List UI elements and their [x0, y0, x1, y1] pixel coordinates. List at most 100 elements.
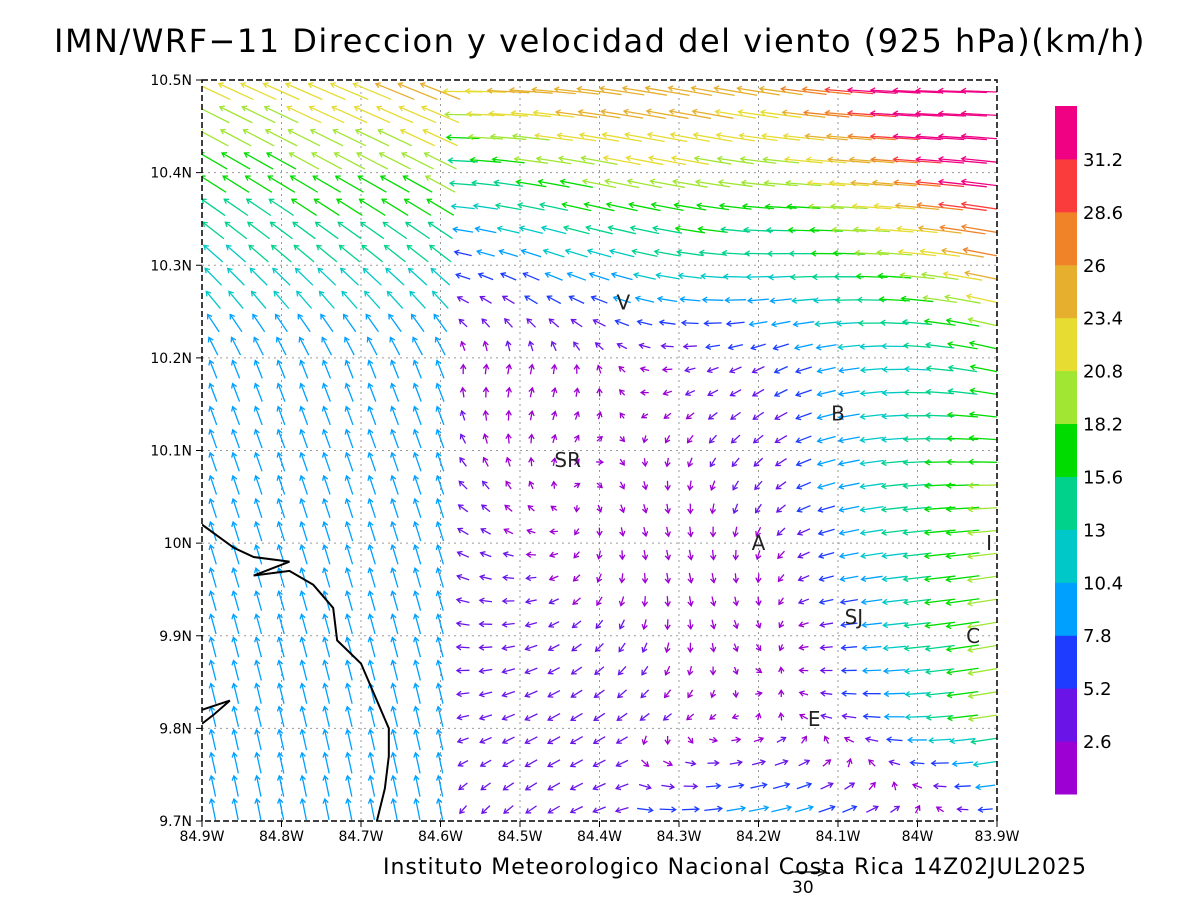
wind-vector-head [923, 318, 930, 325]
wind-vector-head [861, 644, 868, 652]
wind-vector-shaft [593, 759, 606, 767]
wind-vector [299, 405, 309, 426]
wind-vector-shaft [321, 337, 333, 356]
wind-vector-shaft [502, 759, 515, 767]
wind-vector-shaft [369, 614, 376, 635]
wind-vector-shaft [839, 528, 860, 535]
wind-vector-shaft [647, 133, 688, 143]
wind-vector [915, 179, 965, 188]
wind-vector-head [778, 622, 785, 629]
wind-vector-head [835, 320, 842, 327]
wind-vector-shaft [593, 712, 606, 721]
wind-vector [881, 342, 908, 350]
wind-vector-head [547, 692, 554, 698]
wind-vector-head [422, 128, 429, 135]
wind-vector [390, 567, 399, 588]
wind-vector-shaft [368, 475, 377, 495]
wind-vector-head [782, 132, 789, 140]
wind-vector-head [825, 133, 832, 140]
wind-vector-shaft [570, 759, 584, 767]
wind-vector-shaft [840, 575, 859, 581]
wind-vector-head [947, 364, 954, 372]
wind-vector-shaft [552, 411, 556, 421]
wind-vector-shaft [804, 111, 850, 118]
wind-vector-head [220, 152, 228, 158]
wind-vector [526, 528, 536, 535]
wind-vector-head [245, 198, 252, 205]
wind-vector-shaft [525, 644, 538, 650]
wind-vector-head [243, 152, 250, 158]
wind-vector [528, 433, 535, 444]
wind-vector-shaft [300, 637, 308, 658]
wind-vector-head [610, 271, 617, 279]
wind-vector-shaft [755, 526, 762, 537]
wind-vector-head [744, 250, 751, 257]
wind-vector-head [435, 682, 443, 689]
wind-vector [526, 318, 537, 328]
wind-vector-shaft [271, 244, 292, 263]
wind-vector-head [805, 156, 812, 163]
place-label-v: V [617, 290, 631, 314]
wind-vector-shaft [946, 506, 980, 511]
wind-vector-head [846, 110, 853, 117]
wind-vector-shaft [946, 575, 980, 581]
wind-vector-shaft [552, 434, 556, 444]
wind-vector-shaft [883, 622, 907, 627]
wind-vector [605, 201, 638, 212]
wind-vector [230, 336, 242, 356]
wind-vector-head [947, 388, 954, 395]
wind-vector-head [550, 480, 558, 487]
wind-vector-shaft [800, 736, 807, 744]
wind-vector-shaft [378, 129, 413, 147]
wind-vector [861, 644, 882, 652]
wind-vector-head [967, 715, 974, 722]
wind-vector-head [641, 646, 648, 654]
wind-vector-shaft [925, 598, 956, 604]
wind-vector [478, 667, 493, 675]
wind-vector-shaft [556, 111, 598, 119]
wind-vector-head [602, 155, 609, 162]
wind-vector [619, 550, 626, 561]
wind-vector-head [967, 529, 973, 536]
wind-vector-shaft [903, 598, 932, 604]
wind-vector [945, 505, 980, 513]
wind-vector-head [619, 507, 626, 514]
wind-vector [202, 152, 228, 170]
wind-vector-head [641, 739, 648, 746]
wind-vector [344, 405, 354, 426]
wind-vector-head [524, 784, 531, 791]
wind-vector [571, 620, 582, 629]
wind-vector-shaft [643, 549, 647, 560]
wind-vector-head [208, 728, 216, 735]
wind-vector-head [310, 152, 318, 158]
wind-vector-shaft [629, 203, 661, 212]
wind-vector [276, 474, 286, 495]
wind-vector-shaft [413, 360, 422, 379]
wind-vector-shaft [457, 692, 470, 696]
wind-vector [478, 691, 493, 698]
wind-vector-shaft [593, 319, 606, 327]
wind-vector [299, 613, 308, 635]
wind-vector-shaft [926, 367, 954, 372]
wind-vector-head [859, 552, 867, 559]
wind-vector-shaft [532, 88, 576, 95]
wind-vector-shaft [731, 457, 740, 467]
wind-vector [690, 85, 735, 97]
wind-vector-head [231, 682, 238, 689]
wind-vector-head [758, 85, 765, 93]
wind-vector [797, 574, 810, 582]
wind-vector [752, 434, 764, 444]
wind-vector-shaft [301, 660, 308, 681]
wind-vector-shaft [507, 387, 510, 398]
wind-vector [299, 382, 309, 402]
wind-vector-head [474, 226, 481, 233]
wind-vector-head [276, 359, 283, 366]
wind-vector-head [276, 636, 283, 643]
wind-vector-head [475, 249, 483, 256]
wind-vector-head [359, 221, 366, 228]
wind-vector [431, 290, 449, 309]
wind-vector-head [390, 405, 397, 412]
wind-vector-head [231, 636, 238, 643]
wind-vector-shaft [698, 228, 728, 233]
wind-vector-shaft [529, 411, 533, 421]
